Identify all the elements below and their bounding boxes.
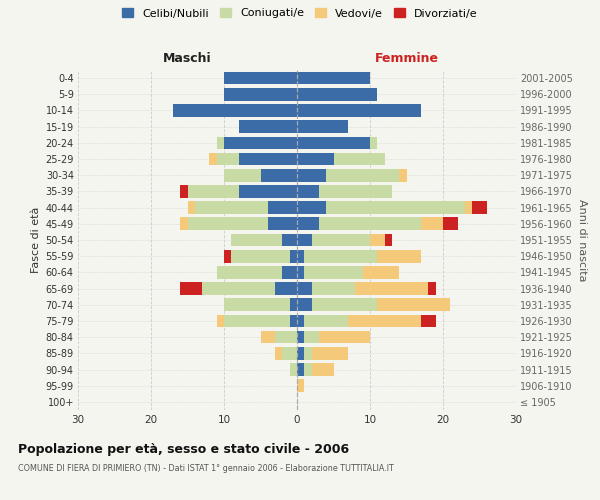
Bar [283, 234, 297, 246]
Bar [443, 218, 458, 230]
Bar [297, 120, 348, 133]
Bar [326, 202, 465, 214]
Bar [180, 218, 188, 230]
Y-axis label: Anni di nascita: Anni di nascita [577, 198, 587, 281]
Bar [232, 250, 290, 262]
Bar [297, 266, 304, 278]
Bar [224, 298, 290, 311]
Bar [297, 363, 304, 376]
Bar [290, 314, 297, 328]
Bar [297, 282, 311, 295]
Bar [297, 104, 421, 117]
Bar [297, 72, 370, 85]
Bar [297, 331, 304, 344]
Bar [377, 298, 451, 311]
Bar [173, 104, 297, 117]
Bar [319, 218, 421, 230]
Bar [195, 202, 268, 214]
Bar [188, 202, 195, 214]
Bar [239, 120, 297, 133]
Bar [290, 363, 297, 376]
Bar [224, 169, 260, 181]
Bar [297, 136, 370, 149]
Bar [297, 152, 334, 166]
Bar [304, 314, 348, 328]
Bar [232, 234, 283, 246]
Bar [297, 202, 326, 214]
Y-axis label: Fasce di età: Fasce di età [31, 207, 41, 273]
Bar [311, 282, 355, 295]
Bar [297, 234, 311, 246]
Bar [275, 331, 297, 344]
Bar [224, 72, 297, 85]
Bar [224, 314, 290, 328]
Bar [180, 185, 188, 198]
Bar [304, 363, 311, 376]
Bar [472, 202, 487, 214]
Bar [385, 234, 392, 246]
Bar [297, 169, 326, 181]
Bar [268, 218, 297, 230]
Bar [188, 218, 268, 230]
Bar [217, 136, 224, 149]
Bar [421, 314, 436, 328]
Legend: Celibi/Nubili, Coniugati/e, Vedovi/e, Divorziati/e: Celibi/Nubili, Coniugati/e, Vedovi/e, Di… [122, 8, 478, 18]
Bar [202, 282, 275, 295]
Text: COMUNE DI FIERA DI PRIMIERO (TN) - Dati ISTAT 1° gennaio 2006 - Elaborazione TUT: COMUNE DI FIERA DI PRIMIERO (TN) - Dati … [18, 464, 394, 473]
Bar [377, 250, 421, 262]
Text: Femmine: Femmine [374, 52, 439, 65]
Bar [304, 331, 319, 344]
Bar [224, 136, 297, 149]
Bar [355, 282, 428, 295]
Bar [311, 298, 377, 311]
Bar [363, 266, 399, 278]
Bar [465, 202, 472, 214]
Bar [311, 363, 334, 376]
Bar [297, 88, 377, 101]
Bar [260, 169, 297, 181]
Bar [224, 88, 297, 101]
Bar [304, 347, 311, 360]
Bar [311, 234, 370, 246]
Bar [268, 202, 297, 214]
Text: Maschi: Maschi [163, 52, 212, 65]
Bar [217, 266, 283, 278]
Text: Popolazione per età, sesso e stato civile - 2006: Popolazione per età, sesso e stato civil… [18, 442, 349, 456]
Bar [311, 347, 348, 360]
Bar [348, 314, 421, 328]
Bar [399, 169, 407, 181]
Bar [319, 185, 392, 198]
Bar [297, 298, 311, 311]
Bar [297, 218, 319, 230]
Bar [326, 169, 399, 181]
Bar [297, 347, 304, 360]
Bar [275, 282, 297, 295]
Bar [217, 314, 224, 328]
Bar [428, 282, 436, 295]
Bar [370, 234, 385, 246]
Bar [370, 136, 377, 149]
Bar [297, 314, 304, 328]
Bar [217, 152, 239, 166]
Bar [297, 185, 319, 198]
Bar [421, 218, 443, 230]
Bar [239, 152, 297, 166]
Bar [180, 282, 202, 295]
Bar [297, 380, 304, 392]
Bar [275, 347, 283, 360]
Bar [188, 185, 239, 198]
Bar [304, 266, 363, 278]
Bar [224, 250, 232, 262]
Bar [283, 266, 297, 278]
Bar [290, 250, 297, 262]
Bar [297, 250, 304, 262]
Bar [334, 152, 385, 166]
Bar [290, 298, 297, 311]
Bar [304, 250, 377, 262]
Bar [283, 347, 297, 360]
Bar [319, 331, 370, 344]
Bar [260, 331, 275, 344]
Bar [209, 152, 217, 166]
Bar [239, 185, 297, 198]
